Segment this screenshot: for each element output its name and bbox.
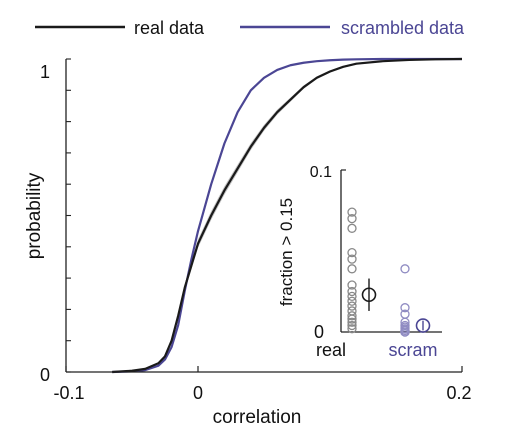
main-y-axis-label: probability: [24, 172, 45, 259]
main-xtick-label-02: 0.2: [446, 383, 471, 403]
inset-mean-scram: [415, 318, 431, 333]
inset-point-real: [347, 254, 357, 264]
inset-point-real: [347, 247, 357, 258]
inset-mean-real: [361, 287, 377, 303]
inset-ytick-label-top: 0.1: [310, 164, 332, 181]
inset-point-scram: [400, 327, 410, 337]
inset-point-real: [347, 317, 357, 327]
main-plot: 1 0 -0.1 0 0.2 correlation probability: [24, 57, 472, 428]
main-x-axis-label: correlation: [213, 407, 302, 428]
main-minor-ticks: [65, 58, 463, 373]
main-ytick-label-1: 1: [40, 62, 50, 82]
inset-category-scram: scram: [389, 340, 438, 360]
legend: real data scrambled data: [35, 18, 465, 38]
inset-point-real: [347, 324, 357, 334]
inset-point-real: [347, 223, 357, 233]
inset-points: [347, 207, 431, 337]
inset-point-real: [347, 311, 357, 321]
inset-point-real: [347, 301, 357, 311]
inset-point-real: [347, 264, 357, 274]
inset-point-real: [347, 280, 357, 290]
main-curves: [112, 57, 463, 374]
inset-point-scram: [400, 264, 410, 274]
inset-category-real: real: [316, 340, 346, 360]
main-xtick-label-0: 0: [193, 383, 203, 403]
inset-point-real: [347, 291, 357, 302]
legend-label-scrambled: scrambled data: [341, 18, 465, 38]
inset-point-real: [347, 207, 357, 217]
inset-point-real: [347, 320, 357, 331]
inset-ytick-label-zero: 0: [314, 322, 324, 342]
inset-point-real: [347, 213, 357, 224]
scrambled-data-curve: [112, 57, 462, 374]
inset-point-scram: [400, 303, 410, 313]
inset-point-real: [347, 296, 357, 306]
inset-y-axis-label: fraction > 0.15: [277, 198, 296, 306]
legend-label-real: real data: [134, 18, 205, 38]
main-ytick-label-0: 0: [40, 365, 50, 385]
main-xtick-label-neg01: -0.1: [53, 383, 84, 403]
inset-plot: 0.1 0 fraction > 0.15 real scram: [277, 164, 442, 360]
inset-point-real: [347, 314, 357, 324]
inset-point-real: [347, 286, 357, 297]
real-data-curve: [112, 57, 463, 374]
